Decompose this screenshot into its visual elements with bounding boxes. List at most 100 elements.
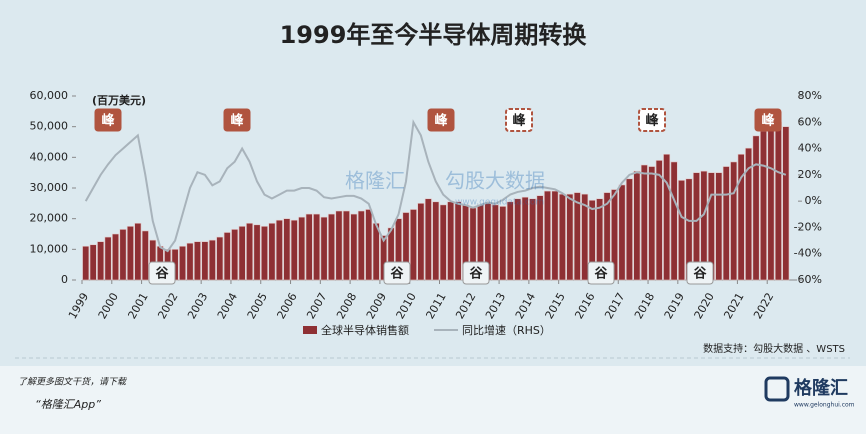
chart-title: 1999年至今半导体周期转换 (280, 21, 588, 49)
y2-tick-label: -60% (794, 273, 822, 286)
bar (290, 219, 298, 281)
bar (179, 245, 187, 281)
bar (506, 201, 514, 281)
bar (119, 229, 127, 281)
bar (678, 180, 686, 281)
bar (774, 121, 782, 281)
bar (655, 160, 663, 281)
bar (216, 236, 224, 281)
bar (409, 209, 417, 281)
y-tick-label: 30,000 (30, 181, 69, 194)
logo-url: www.gelonghui.com (794, 402, 855, 409)
bar (760, 130, 767, 281)
bar (551, 190, 559, 281)
bar (529, 198, 537, 281)
annotation: 谷 (390, 266, 404, 282)
bar (365, 209, 373, 281)
annotation-box (223, 108, 251, 132)
bar (544, 190, 551, 281)
annotation: 峰 (101, 113, 115, 129)
bar (730, 161, 738, 281)
annotation: 谷 (594, 266, 608, 282)
annotation-box (686, 261, 714, 285)
watermark-text: 勾股大数据 (445, 169, 545, 193)
watermark-text: 格隆汇 (345, 169, 405, 193)
bar (581, 193, 589, 281)
annotation-box (383, 261, 411, 285)
y2-tick-label: -20% (794, 220, 822, 233)
y-unit: (百万美元) (92, 93, 146, 107)
annotation-box (462, 261, 490, 285)
bar (447, 201, 455, 281)
legend-label: 同比增速（RHS） (462, 323, 551, 337)
annotation: 谷 (693, 266, 707, 282)
y2-tick-label: 0% (805, 194, 822, 207)
bar (454, 201, 462, 281)
bar (261, 226, 268, 281)
bar (82, 245, 90, 281)
annotation-box (505, 108, 533, 132)
annotation: 谷 (155, 266, 169, 282)
y2-tick-label: 60% (798, 115, 822, 128)
bar (424, 198, 432, 281)
bar (231, 229, 239, 281)
annotation-box (427, 108, 455, 132)
bar (432, 201, 440, 281)
bar (141, 230, 149, 281)
bar (126, 226, 134, 281)
bar (104, 236, 112, 281)
bar (275, 219, 283, 281)
bar (499, 206, 507, 281)
bar (268, 222, 276, 281)
bar (558, 193, 566, 281)
bar (298, 216, 306, 281)
bar (491, 204, 499, 281)
bar (193, 241, 201, 281)
annotation-box (148, 261, 176, 285)
bar (350, 213, 358, 281)
bar (618, 184, 626, 281)
bar (767, 123, 775, 281)
bar (283, 218, 291, 281)
growth-line (84, 119, 787, 253)
bar (208, 239, 216, 281)
footer-app: “格隆汇App” (35, 398, 101, 411)
bar (745, 147, 753, 281)
bar (328, 213, 335, 281)
bar (752, 135, 760, 281)
y-tick-label: 10,000 (30, 242, 69, 255)
bar (737, 153, 745, 281)
bar (357, 210, 365, 281)
bar (89, 244, 97, 281)
bar (566, 193, 574, 281)
annotation: 峰 (434, 113, 448, 129)
bar (186, 242, 194, 281)
bar (223, 232, 231, 281)
bar (112, 233, 119, 281)
annotation-box (754, 108, 782, 132)
y2-tick-label: -40% (794, 247, 822, 260)
annotation-box (587, 261, 615, 285)
bar (342, 210, 350, 281)
bar (253, 224, 261, 281)
bar (573, 192, 581, 281)
bar (715, 172, 723, 281)
footer-text: 了解更多图文干货，请下载 (18, 377, 127, 388)
bar (648, 166, 656, 281)
bar (625, 178, 633, 281)
bar (134, 222, 142, 281)
bar (320, 216, 328, 281)
annotation: 谷 (469, 266, 483, 282)
annotation-box (638, 108, 666, 132)
bar (633, 170, 641, 281)
bar (536, 195, 544, 281)
bar (238, 226, 246, 281)
bar (663, 153, 671, 281)
y-tick-label: 50,000 (30, 120, 69, 133)
watermark: 格隆汇 勾股大数据 www.gogudata.com (345, 169, 545, 208)
bar (335, 210, 343, 281)
bar (97, 241, 105, 281)
legend-swatch (303, 326, 317, 334)
bar (514, 198, 522, 281)
